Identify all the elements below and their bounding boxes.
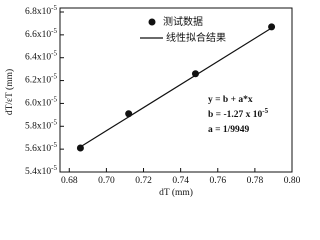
annotation: b = -1.27 x 10-5 — [208, 107, 269, 121]
y-tick-label-sup: -5 — [51, 4, 57, 12]
legend-label: 线性拟合结果 — [166, 31, 226, 44]
plot-frame — [59, 7, 293, 173]
x-tick-label: 0.74 — [172, 176, 189, 186]
y-tick-label: 5.4x10-5 — [25, 164, 57, 178]
y-tick-label: 6.0x10-5 — [25, 95, 57, 109]
y-tick-label: 6.2x10-5 — [25, 72, 57, 86]
y-tick-label: 5.6x10-5 — [25, 141, 57, 155]
y-tick-label-sup: -5 — [51, 164, 57, 172]
x-tick-label: 0.76 — [209, 176, 226, 186]
data-point — [191, 70, 199, 78]
y-tick-label: 6.6x10-5 — [25, 26, 57, 40]
y-tick-label: 6.8x10-5 — [25, 4, 57, 18]
annotation-main: y = b + a*x — [208, 95, 253, 105]
annotation-sup: -5 — [262, 107, 268, 115]
annotation: a = 1/9949 — [208, 125, 250, 135]
annotation-main: a = 1/9949 — [208, 125, 250, 135]
x-tick-label: 0.70 — [98, 176, 115, 186]
y-tick-label: 6.4x10-5 — [25, 49, 57, 63]
data-point — [268, 23, 276, 31]
x-tick-label: 0.80 — [284, 176, 300, 186]
chart: 0.68 0.70 0.72 0.74 0.76 0.78 0.805.4x10-55.6x… — [4, 4, 300, 199]
y-tick-label-main: 6.2x10 — [25, 76, 51, 86]
y-tick-label-sup: -5 — [51, 49, 57, 57]
y-tick-label-sup: -5 — [51, 95, 57, 103]
legend-marker — [148, 18, 156, 26]
fit-line — [80, 27, 272, 148]
data-point — [125, 110, 133, 118]
annotation-main: b = -1.27 x 10 — [208, 110, 262, 120]
y-tick-label-main: 6.8x10 — [25, 7, 51, 17]
y-tick-label-main: 5.8x10 — [25, 121, 51, 131]
x-axis-label: dT (mm) — [159, 187, 193, 198]
y-tick-label-sup: -5 — [51, 72, 57, 80]
y-axis-label: dT/εT (mm) — [4, 69, 15, 115]
y-tick-label-sup: -5 — [51, 26, 57, 34]
y-tick-label: 5.8x10-5 — [25, 118, 57, 132]
annotation: y = b + a*x — [208, 95, 253, 105]
y-tick-label-main: 5.6x10 — [25, 144, 51, 154]
x-tick-label: 0.72 — [135, 176, 152, 186]
y-tick-label-main: 5.4x10 — [25, 167, 51, 177]
x-tick-label: 0.68 — [61, 176, 78, 186]
y-tick-label-sup: -5 — [51, 141, 57, 149]
y-tick-label-main: 6.0x10 — [25, 99, 51, 109]
y-tick-label-main: 6.6x10 — [25, 30, 51, 40]
y-tick-label-main: 6.4x10 — [25, 53, 51, 63]
y-tick-label-sup: -5 — [51, 118, 57, 126]
data-point — [76, 144, 84, 152]
legend-label: 测试数据 — [163, 15, 203, 28]
x-tick-label: 0.78 — [247, 176, 264, 186]
